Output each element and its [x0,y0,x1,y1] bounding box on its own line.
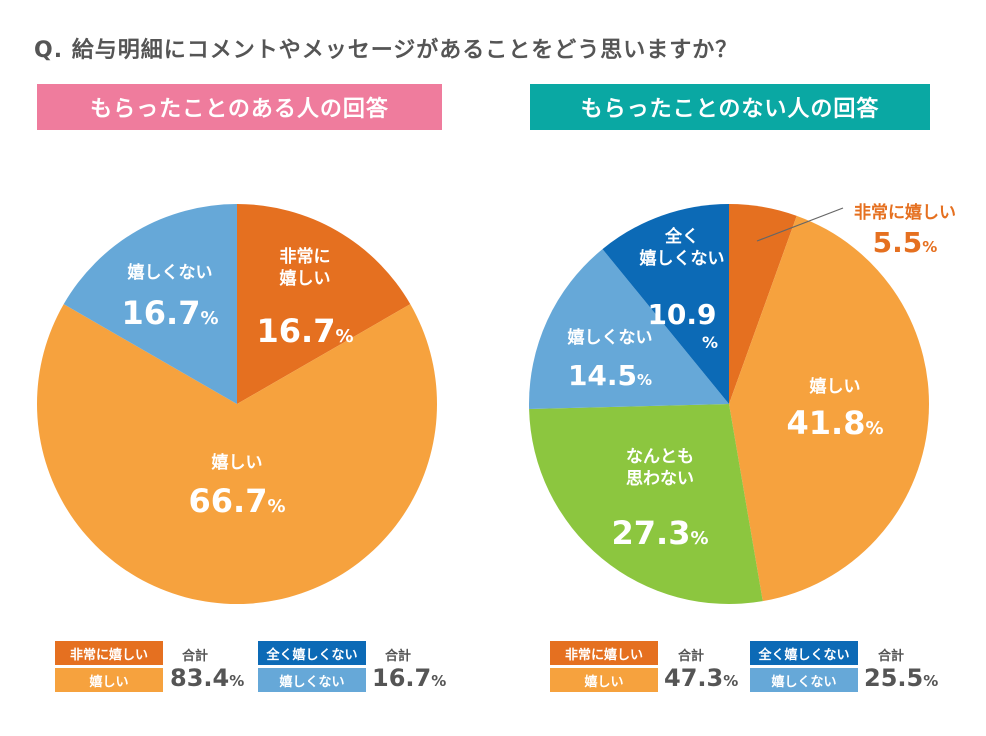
sum-number: 83.4 [170,664,230,692]
pie-slice-very-happy [729,204,797,404]
slice-value: 66.7% [189,482,286,520]
question-title: Q. 給与明細にコメントやメッセージがあることをどう思いますか？ [34,38,739,63]
sum-label: 合計 [678,649,705,664]
slice-value: 41.8% [787,404,884,442]
slice-label: 非常に [280,246,331,267]
banner-not-received: もらったことのない人の回答 [530,84,930,130]
slice-label: 嬉しくない [567,327,653,348]
slice-value: 10.9 [647,298,716,331]
percent-sign: % [431,672,447,690]
legend-very-happy: 非常に嬉しい [55,641,163,665]
slice-value: 5.5% [873,226,938,259]
sum-label: 合計 [878,649,905,664]
pie-slice-not-happy [529,249,729,410]
legend-not-happy: 嬉しくない [750,668,858,692]
sum-number: 16.7 [372,664,432,692]
slice-label: 嬉しい [211,452,263,473]
pie-slice-happy [36,304,437,604]
legend-not-happy: 嬉しくない [258,668,366,692]
slice-value: 27.3% [612,514,709,552]
leader-line [756,207,844,242]
slice-label: 嬉しくない [127,262,213,283]
pie-slice-happy [729,215,930,602]
sum-value-negative-right: 25.5% [864,664,938,692]
slice-label: 嬉しくない [639,248,725,269]
pie-slice-very-happy [237,204,411,404]
sum-label: 合計 [385,649,412,664]
slice-value: 14.5% [568,359,652,392]
banner-received: もらったことのある人の回答 [37,84,442,130]
slice-label: 非常に嬉しい [854,202,956,223]
legend-not-at-all: 全く嬉しくない [750,641,858,665]
sum-label: 合計 [182,649,209,664]
legend-happy: 嬉しい [550,668,658,692]
pie-slice-neutral [529,404,763,604]
pie-slice-not-at-all [602,204,729,404]
sum-value-positive-right: 47.3% [664,664,738,692]
percent-sign: % [923,672,939,690]
sum-number: 25.5 [864,664,924,692]
slice-label: 嬉しい [809,376,861,397]
slice-label: 思わない [626,469,694,489]
slice-value: 16.7% [257,312,354,350]
legend-very-happy: 非常に嬉しい [550,641,658,665]
slice-label: 嬉しい [279,268,331,289]
legend-not-at-all: 全く嬉しくない [258,641,366,665]
slice-label: 全く [664,226,699,247]
pie-slice-not-happy [63,204,237,404]
sum-number: 47.3 [664,664,724,692]
sum-value-positive-left: 83.4% [170,664,244,692]
slice-value: 16.7% [122,294,219,332]
legend-happy: 嬉しい [55,668,163,692]
percent-sign: % [702,333,718,352]
sum-value-negative-left: 16.7% [372,664,446,692]
percent-sign: % [229,672,245,690]
slice-label: なんとも [626,447,694,467]
percent-sign: % [723,672,739,690]
